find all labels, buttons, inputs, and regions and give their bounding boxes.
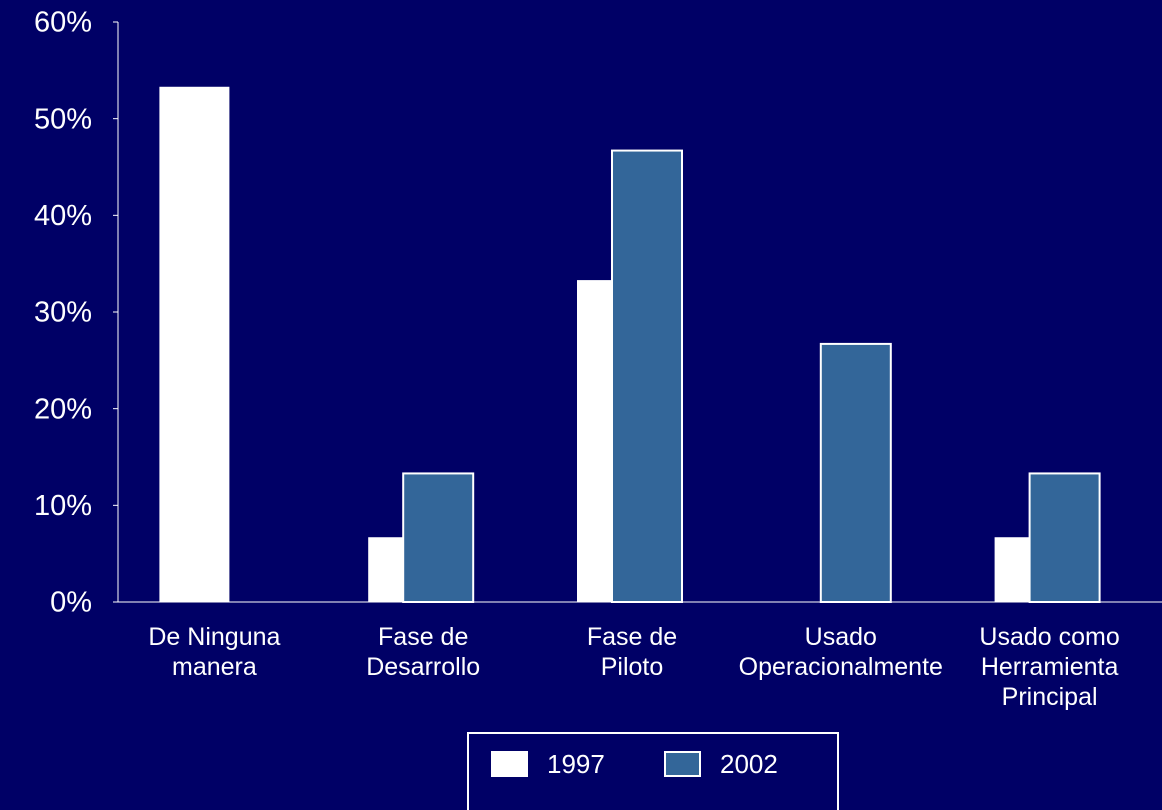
legend-label: 2002 [720, 749, 778, 779]
bar [1028, 472, 1101, 603]
y-tick-label: 50% [34, 103, 92, 135]
x-tick-label: De Ninguna manera [148, 623, 281, 681]
x-tick-label: Fase de Desarrollo [366, 623, 481, 681]
y-tick-label: 10% [34, 490, 92, 522]
y-tick-label: 20% [34, 393, 92, 425]
legend-box [467, 732, 839, 810]
y-tick-label: 40% [34, 200, 92, 232]
x-tick-label: Usado Operacionalmente [738, 623, 943, 681]
bar [611, 149, 683, 603]
legend-swatch [491, 751, 528, 777]
x-tick-label: Fase de Piloto [586, 623, 678, 681]
bar [159, 86, 230, 603]
legend-label: 1997 [547, 749, 605, 779]
bar [819, 342, 892, 603]
legend-swatch [664, 751, 701, 777]
x-tick-label: Usado como Herramienta Principal [979, 623, 1120, 711]
y-tick-label: 0% [50, 587, 92, 619]
y-tick-label: 60% [34, 7, 92, 39]
bar [402, 472, 475, 603]
y-tick-label: 30% [34, 297, 92, 329]
